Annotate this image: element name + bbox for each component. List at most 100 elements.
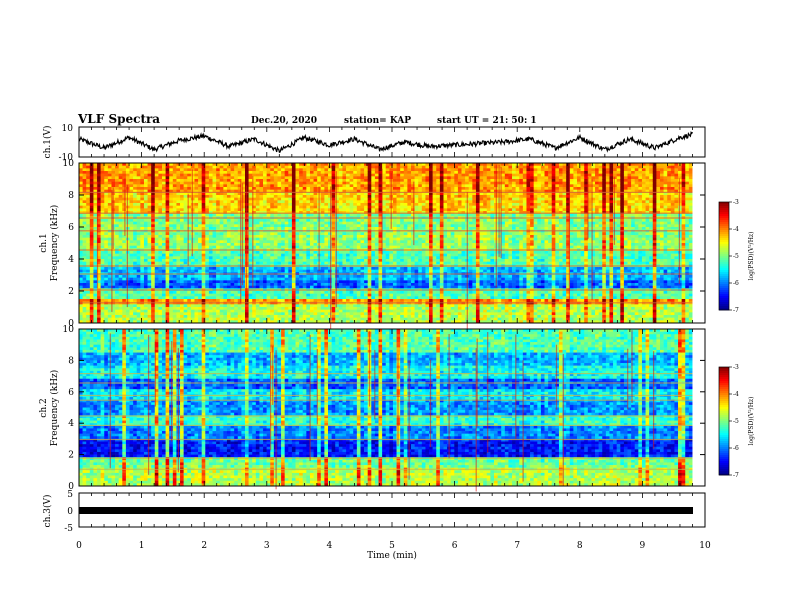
spectrogram-cell: [93, 267, 98, 270]
spectrogram-cell: [360, 227, 365, 230]
spectrogram-cell: [223, 227, 228, 230]
spectrogram-cell: [93, 195, 98, 198]
spectrogram-cell: [291, 267, 296, 270]
spectrogram-cell: [335, 267, 340, 270]
spectrogram-cell: [180, 189, 184, 193]
spectrogram-cell: [104, 197, 109, 201]
spectrogram-cell: [176, 253, 181, 257]
spectrogram-cell: [140, 221, 145, 225]
spectrogram-cell: [270, 240, 275, 244]
spectrogram-cell: [273, 232, 278, 236]
spectrogram-cell: [320, 256, 325, 260]
spectrogram-cell: [97, 179, 101, 182]
spectrogram-cell: [154, 232, 159, 236]
spectrogram-cell: [263, 317, 267, 321]
spectrogram-cell: [338, 213, 343, 217]
spectrogram-cell: [284, 227, 289, 230]
spectrogram-cell: [129, 187, 134, 190]
spectrogram-cell: [277, 312, 282, 316]
spectrogram-cell: [266, 219, 271, 222]
spectrogram-cell: [306, 176, 311, 180]
spectrogram-cell: [277, 197, 282, 201]
spectrogram-cell: [104, 203, 109, 206]
spectrogram-cell: [151, 227, 156, 230]
spectrogram-cell: [234, 173, 239, 177]
spectrogram-cell: [263, 192, 267, 196]
spectrogram-cell: [194, 245, 199, 249]
spectrogram-cell: [86, 285, 91, 289]
spectrogram-cell: [162, 224, 166, 228]
spectrogram-cell: [176, 315, 181, 318]
spectrogram-cell: [360, 237, 365, 241]
spectrogram-cell: [328, 232, 332, 236]
spectrogram-cell: [364, 219, 368, 222]
spectrogram-cell: [367, 256, 372, 260]
spectrogram-cell: [100, 237, 105, 241]
spectrogram-cell: [248, 171, 253, 174]
spectrogram-cell: [226, 240, 231, 244]
spectrogram-cell: [165, 227, 170, 230]
spectrogram-cell: [309, 179, 314, 182]
spectrogram-cell: [115, 197, 119, 201]
spectrogram-cell: [284, 259, 289, 262]
spectrogram-cell: [187, 179, 192, 182]
spectrogram-cell: [165, 163, 170, 166]
spectrogram-cell: [288, 205, 293, 209]
spectrogram-cell: [360, 168, 365, 172]
spectrogram-cell: [281, 195, 285, 198]
spectrogram-cell: [140, 296, 145, 300]
spectrogram-cell: [111, 171, 116, 174]
spectrogram-cell: [360, 283, 365, 286]
spectrogram-cell: [158, 320, 163, 324]
spectrogram-cell: [151, 211, 156, 214]
spectrogram-cell: [194, 197, 199, 201]
spectrogram-cell: [162, 307, 166, 310]
spectrogram-cell: [172, 165, 177, 169]
spectrogram-cell: [263, 203, 267, 206]
spectrogram-cell: [79, 304, 83, 308]
spectrogram-cell: [201, 213, 206, 217]
spectrogram-cell: [154, 219, 159, 222]
spectrogram-cell: [201, 224, 206, 228]
spectrogram-cell: [147, 235, 152, 238]
spectrogram-cell: [291, 269, 296, 273]
spectrogram-cell: [234, 213, 239, 217]
spectrogram-cell: [288, 237, 293, 241]
spectrogram-cell: [187, 256, 192, 260]
spectrogram-cell: [133, 224, 138, 228]
spectrogram-cell: [115, 243, 119, 246]
spectrogram-cell: [234, 256, 239, 260]
spectrogram-cell: [223, 163, 228, 166]
spectrogram-cell: [187, 235, 192, 238]
spectrogram-cell: [338, 168, 343, 172]
spectrogram-cell: [335, 195, 340, 198]
spectrogram-cell: [176, 195, 181, 198]
spectrogram-cell: [234, 200, 239, 204]
spectrogram-cell: [313, 213, 318, 217]
spectrogram-cell: [118, 296, 123, 300]
spectrogram-cell: [115, 240, 119, 244]
spectrogram-cell: [266, 240, 271, 244]
spectrogram-cell: [169, 275, 174, 278]
spectrogram-cell: [223, 203, 228, 206]
spectrogram-cell: [118, 304, 123, 308]
spectrogram-cell: [234, 277, 239, 281]
spectrogram-cell: [234, 224, 239, 228]
spectrogram-cell: [125, 176, 130, 180]
spectrogram-cell: [230, 283, 235, 286]
spectrogram-cell: [277, 315, 282, 318]
spectrogram-cell: [86, 171, 91, 174]
spectrogram-cell: [129, 168, 134, 172]
spectrogram-cell: [241, 211, 246, 214]
spectrogram-cell: [338, 235, 343, 238]
spectrogram-cell: [183, 192, 188, 196]
spectrogram-cell: [93, 197, 98, 201]
spectrogram-cell: [309, 317, 314, 321]
spectrogram-cell: [360, 165, 365, 169]
spectrogram-cell: [234, 165, 239, 169]
spectrogram-cell: [140, 165, 145, 169]
spectrogram-cell: [252, 261, 257, 265]
spectrogram-cell: [122, 227, 127, 230]
spectrogram-cell: [349, 293, 354, 297]
spectrogram-cell: [241, 179, 246, 182]
